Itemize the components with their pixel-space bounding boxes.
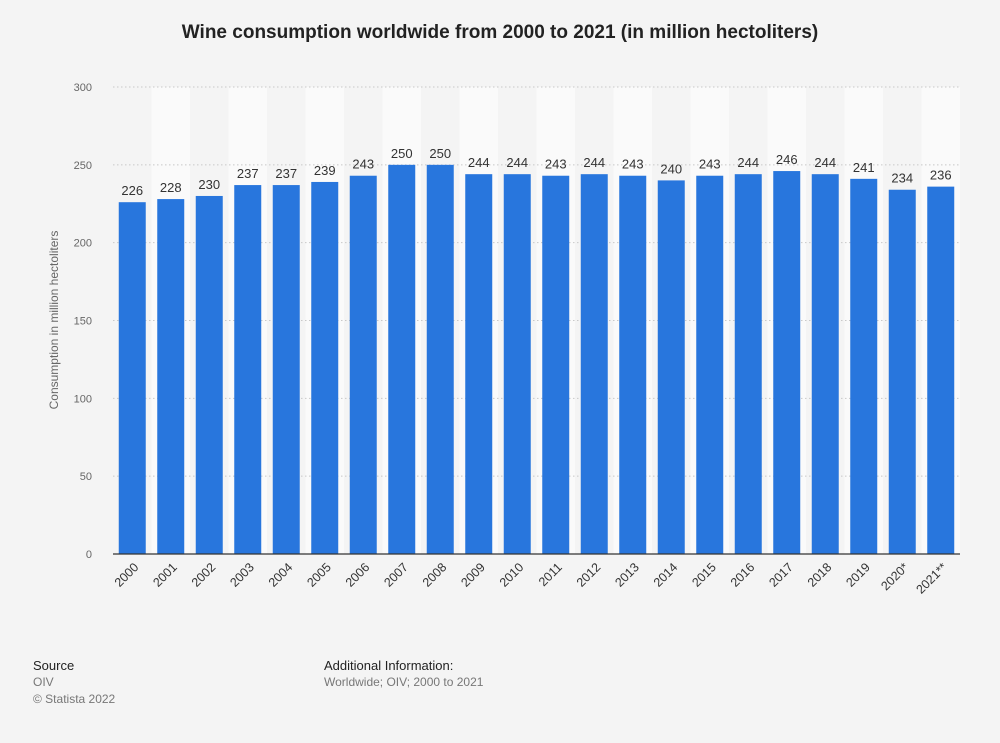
- y-tick-label: 100: [74, 393, 92, 405]
- x-tick-label: 2001: [150, 560, 180, 590]
- source-block: Source OIV © Statista 2022: [33, 657, 115, 708]
- x-tick-label: 2018: [805, 560, 835, 590]
- data-label: 246: [776, 152, 798, 167]
- x-tick-label: 2008: [420, 560, 450, 590]
- bar[interactable]: [195, 195, 223, 554]
- data-label: 226: [121, 183, 143, 198]
- x-tick-label: 2012: [574, 560, 604, 590]
- x-tick-label: 2021**: [913, 560, 950, 597]
- data-label: 243: [545, 157, 567, 172]
- data-label: 237: [237, 166, 259, 181]
- y-tick-label: 250: [74, 160, 92, 172]
- bar[interactable]: [157, 199, 185, 554]
- data-label: 230: [198, 177, 220, 192]
- data-label: 250: [391, 146, 413, 161]
- x-tick-label: 2006: [343, 560, 373, 590]
- data-label: 244: [814, 155, 836, 170]
- data-label: 240: [660, 161, 682, 176]
- chart-title: Wine consumption worldwide from 2000 to …: [181, 22, 819, 43]
- data-label: 239: [314, 163, 336, 178]
- data-label: 228: [160, 180, 182, 195]
- x-tick-label: 2002: [189, 560, 219, 590]
- source-name: OIV: [33, 675, 54, 689]
- x-axis-ticks: 2000 2001 2002 2003 2004 2005 2006 2007 2008 2009…: [112, 560, 950, 597]
- x-tick-label: 2019: [843, 560, 873, 590]
- data-label: 244: [583, 155, 605, 170]
- data-label: 237: [275, 166, 297, 181]
- y-tick-label: 300: [74, 82, 92, 94]
- bar[interactable]: [349, 175, 377, 555]
- data-label: 236: [930, 168, 952, 183]
- bar[interactable]: [619, 175, 647, 555]
- x-tick-label: 2011: [536, 560, 565, 589]
- bar[interactable]: [311, 181, 339, 554]
- x-tick-label: 2003: [227, 560, 257, 590]
- x-tick-label: 2007: [381, 560, 411, 590]
- bar[interactable]: [465, 174, 493, 554]
- additional-info-heading: Additional Information:: [324, 658, 454, 673]
- y-tick-label: 50: [80, 471, 92, 483]
- bar[interactable]: [657, 180, 685, 554]
- bar[interactable]: [426, 164, 454, 555]
- bar[interactable]: [503, 174, 531, 554]
- y-axis-ticks: 0 50 100 150 200 250 300: [74, 82, 92, 561]
- bar[interactable]: [272, 185, 300, 554]
- x-tick-label: 2015: [689, 560, 719, 590]
- bar[interactable]: [773, 171, 801, 554]
- x-tick-label: 2013: [612, 560, 642, 590]
- bar[interactable]: [888, 189, 916, 555]
- data-label: 243: [622, 157, 644, 172]
- x-tick-label: 2010: [497, 560, 527, 590]
- bar[interactable]: [696, 175, 724, 555]
- bar[interactable]: [388, 164, 416, 555]
- bar[interactable]: [234, 185, 262, 554]
- data-labels: 226 228 230 237 237 239 243 250 250 244 244 243 244 2…: [121, 146, 951, 198]
- data-label: 241: [853, 160, 875, 175]
- data-label: 243: [699, 157, 721, 172]
- x-tick-label: 2020*: [878, 560, 911, 593]
- bar[interactable]: [580, 174, 608, 554]
- data-label: 243: [352, 157, 374, 172]
- y-tick-label: 0: [86, 549, 92, 561]
- x-tick-label: 2009: [458, 560, 488, 590]
- data-label: 250: [429, 146, 451, 161]
- bar[interactable]: [542, 175, 570, 555]
- y-axis-label: Consumption in million hectoliters: [47, 231, 61, 410]
- data-label: 244: [468, 155, 490, 170]
- bar[interactable]: [118, 202, 146, 554]
- data-label: 234: [891, 171, 913, 186]
- x-tick-label: 2016: [728, 560, 758, 590]
- x-tick-label: 2017: [766, 560, 796, 590]
- y-tick-label: 200: [74, 238, 92, 250]
- bar[interactable]: [927, 186, 955, 555]
- data-label: 244: [506, 155, 528, 170]
- x-tick-label: 2005: [304, 560, 334, 590]
- source-heading: Source: [33, 658, 75, 673]
- data-label: 244: [737, 155, 759, 170]
- x-tick-label: 2014: [651, 560, 681, 590]
- y-tick-label: 150: [74, 316, 92, 328]
- bar[interactable]: [850, 178, 878, 555]
- copyright: © Statista 2022: [33, 692, 116, 706]
- x-tick-label: 2004: [266, 560, 296, 590]
- additional-info-text: Worldwide; OIV; 2000 to 2021: [324, 675, 484, 689]
- x-tick-label: 2000: [112, 560, 142, 590]
- additional-info-block: Additional Information: Worldwide; OIV; …: [324, 657, 483, 691]
- bar[interactable]: [811, 174, 839, 554]
- bars: [118, 164, 955, 555]
- bar[interactable]: [734, 174, 762, 554]
